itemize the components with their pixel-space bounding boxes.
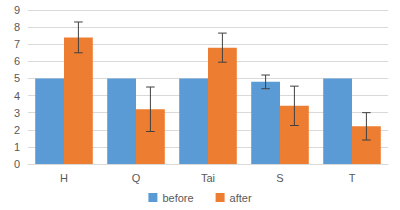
svg-text:6: 6 bbox=[14, 55, 20, 67]
svg-text:3: 3 bbox=[14, 107, 20, 119]
svg-text:Q: Q bbox=[132, 172, 141, 184]
svg-text:Tai: Tai bbox=[201, 172, 215, 184]
svg-text:5: 5 bbox=[14, 72, 20, 84]
svg-text:1: 1 bbox=[14, 141, 20, 153]
svg-text:4: 4 bbox=[14, 90, 20, 102]
svg-text:after: after bbox=[230, 192, 252, 204]
svg-text:9: 9 bbox=[14, 4, 20, 16]
svg-text:T: T bbox=[349, 172, 356, 184]
svg-text:before: before bbox=[162, 192, 193, 204]
svg-text:S: S bbox=[276, 172, 283, 184]
svg-text:H: H bbox=[60, 172, 68, 184]
svg-text:0: 0 bbox=[14, 158, 20, 170]
svg-text:7: 7 bbox=[14, 38, 20, 50]
svg-text:8: 8 bbox=[14, 21, 20, 33]
svg-text:2: 2 bbox=[14, 124, 20, 136]
